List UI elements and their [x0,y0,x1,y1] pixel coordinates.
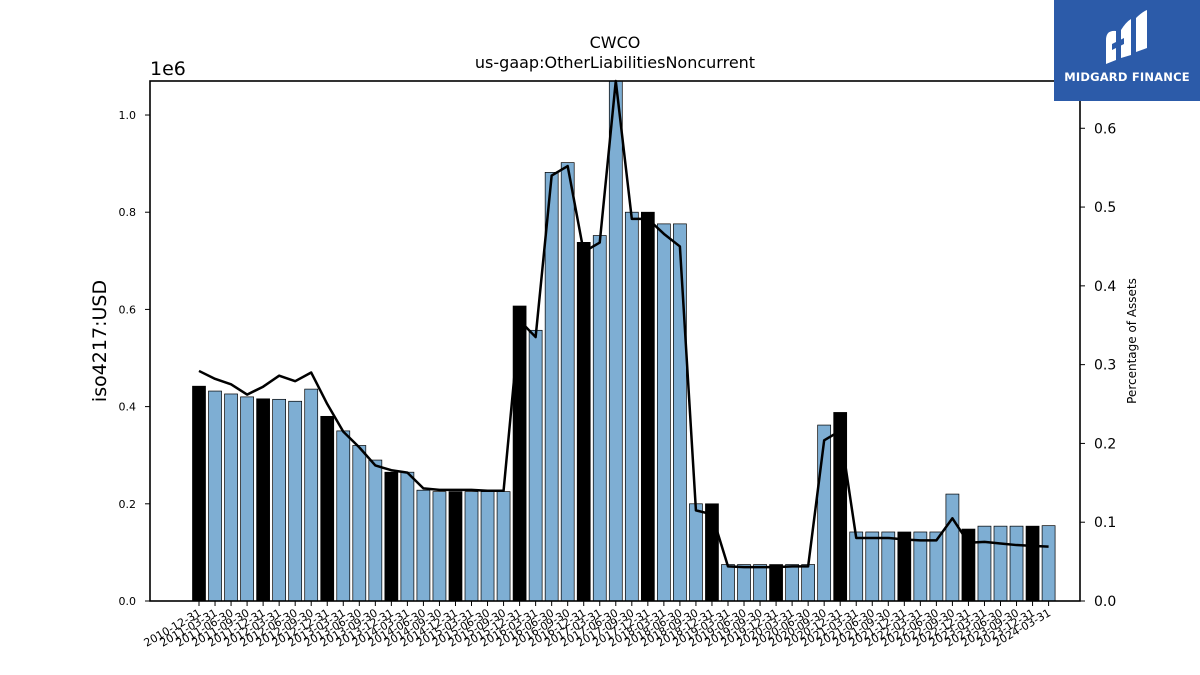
bar [689,503,703,602]
y2-tick-label: 0.0 [1094,594,1116,610]
bar [544,172,559,602]
bar [753,564,767,602]
y2-tick-label: 0.4 [1094,279,1116,295]
bar [368,459,383,602]
y-tick-label: 0.8 [119,206,137,219]
bar [817,424,832,602]
y-scale-label: 1e6 [150,58,186,80]
midgard-logo-icon [1106,10,1147,64]
bar [576,242,591,602]
bar [1025,525,1040,602]
bar [320,415,335,602]
bar [288,400,303,602]
bar [833,412,848,602]
chart-subtitle: us-gaap:OtherLiabilitiesNoncurrent [475,53,755,72]
y-tick-label: 0.6 [119,303,137,316]
bar [769,564,783,602]
bar [192,385,206,602]
bar [929,531,944,602]
bar [528,329,543,602]
bar [721,564,735,602]
line-layer [198,79,1049,569]
bar [352,445,367,602]
bar [977,525,992,602]
bar [801,564,815,602]
bar [240,396,254,602]
bar [913,531,928,602]
bar [496,491,511,602]
bar [560,162,575,602]
bar [865,531,880,602]
bar [480,491,495,602]
bar [945,493,960,602]
chart-title: CWCO [590,33,641,52]
bar [1009,525,1024,602]
bar [224,393,238,602]
brand-logo: MIDGARD FINANCE [1054,0,1200,101]
bar [881,531,896,602]
bar [592,235,607,602]
x-axis: 2010-12-312011-03-312011-06-302011-09-30… [142,601,1053,650]
bar [640,211,655,602]
bar [961,528,976,602]
brand-name: MIDGARD FINANCE [1064,70,1190,84]
y2-axis: 0.0 0.1 0.2 0.3 0.4 0.5 0.6 [1080,121,1116,610]
y2-tick-label: 0.5 [1094,200,1116,216]
bar [256,398,270,602]
bar [512,305,527,602]
bar [737,564,751,602]
bar [1041,525,1056,602]
bar [608,80,623,602]
bar [304,388,319,602]
y2-tick-label: 0.1 [1094,515,1116,531]
bar [272,398,286,602]
bar [416,489,431,602]
y2-tick-label: 0.3 [1094,358,1116,374]
y-axis: 0.0 0.2 0.4 0.6 0.8 1.0 [119,109,150,608]
bar [673,223,687,602]
bar [448,491,463,602]
bar [400,471,415,602]
plot-frame [149,80,1081,602]
bar [993,525,1008,602]
y2-axis-label: Percentage of Assets [1125,278,1139,404]
y-tick-label: 1.0 [119,109,137,122]
series-line [198,79,1049,569]
bar [208,390,222,602]
y-axis-label: iso4217:USD [89,280,111,402]
y2-tick-label: 0.2 [1094,436,1116,452]
bar [624,211,639,602]
bar [384,471,399,602]
bar [432,491,447,602]
bar [657,223,671,602]
y-tick-label: 0.4 [119,401,137,414]
bar [849,531,864,602]
bar [897,531,912,602]
bar [336,430,351,602]
y-tick-label: 0.2 [119,498,137,511]
bar [785,564,799,602]
y2-tick-label: 0.6 [1094,121,1116,137]
bar [464,491,479,602]
y-tick-label: 0.0 [119,595,137,608]
